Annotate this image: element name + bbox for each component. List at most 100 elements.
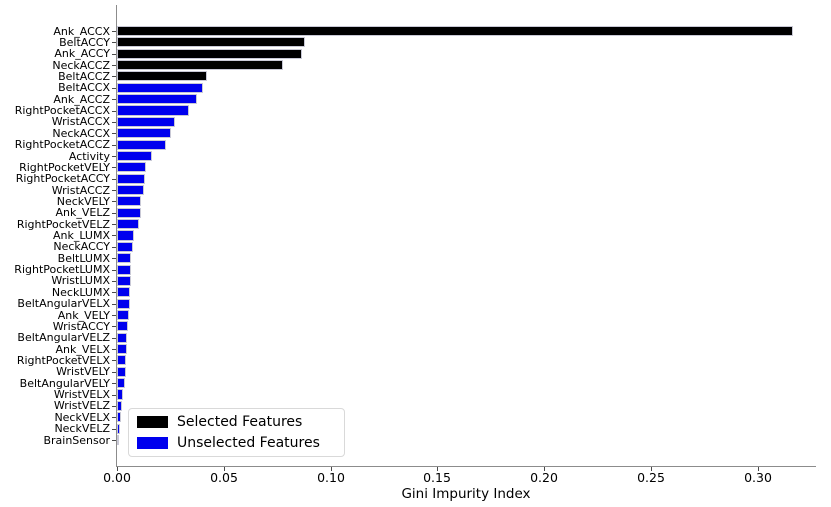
y-tick-mark bbox=[112, 145, 116, 146]
bar-WristVELZ bbox=[117, 400, 122, 411]
y-tick-label: Ank_VELZ bbox=[55, 206, 110, 220]
selected-features-swatch-icon bbox=[137, 416, 168, 428]
bar-NeckVELY bbox=[117, 196, 142, 207]
bar-NeckLUMX bbox=[117, 287, 131, 298]
y-tick-mark bbox=[112, 76, 116, 77]
bar-BeltLUMX bbox=[117, 253, 132, 264]
y-tick-mark bbox=[112, 65, 116, 66]
y-tick-mark bbox=[112, 417, 116, 418]
y-tick-label: BeltAngularVELY bbox=[19, 376, 110, 390]
bar-BeltAngularVELY bbox=[117, 378, 126, 389]
bar-RightPocketACCX bbox=[117, 105, 189, 116]
y-tick-label: Ank_ACCZ bbox=[53, 92, 110, 106]
y-tick-mark bbox=[112, 349, 116, 350]
y-tick-mark bbox=[112, 292, 116, 293]
y-tick-label: NeckVELZ bbox=[54, 422, 110, 436]
y-tick-mark bbox=[112, 54, 116, 55]
y-tick-label: RightPocketLUMX bbox=[14, 263, 110, 277]
bar-WristVELX bbox=[117, 389, 123, 400]
y-tick-mark bbox=[112, 156, 116, 157]
x-axis-spine bbox=[116, 466, 816, 467]
y-tick-label: WristACCX bbox=[51, 115, 110, 129]
y-tick-mark bbox=[112, 167, 116, 168]
y-tick-label: NeckACCY bbox=[53, 240, 110, 254]
y-tick-label: WristVELZ bbox=[53, 399, 110, 413]
bar-RightPocketVELZ bbox=[117, 219, 139, 230]
x-tick-label: 0.20 bbox=[530, 470, 558, 485]
bar-Ank_ACCZ bbox=[117, 94, 198, 105]
y-tick-mark bbox=[112, 258, 116, 259]
bar-Ank_VELY bbox=[117, 309, 129, 321]
legend-item-selected: Selected Features bbox=[137, 414, 336, 430]
bar-RightPocketVELX bbox=[117, 355, 126, 366]
bar-Ank_VELZ bbox=[117, 207, 141, 218]
y-tick-label: BeltACCZ bbox=[58, 69, 110, 83]
y-tick-label: BeltAngularVELZ bbox=[17, 331, 110, 345]
bar-RightPocketACCY bbox=[117, 173, 145, 184]
bar-NeckACCZ bbox=[117, 60, 284, 71]
x-tick-mark bbox=[544, 467, 545, 471]
bar-RightPocketVELY bbox=[117, 162, 146, 173]
x-tick-label: 0.10 bbox=[317, 470, 345, 485]
bar-BeltAngularVELZ bbox=[117, 332, 128, 343]
y-tick-label: RightPocketACCZ bbox=[14, 138, 110, 152]
y-tick-mark bbox=[112, 406, 116, 407]
bar-WristLUMX bbox=[117, 275, 131, 286]
x-tick-label: 0.05 bbox=[210, 470, 238, 485]
y-tick-mark bbox=[112, 42, 116, 43]
y-tick-mark bbox=[112, 122, 116, 123]
y-tick-label: NeckVELX bbox=[54, 410, 110, 424]
legend-item-unselected: Unselected Features bbox=[137, 435, 336, 451]
x-tick-label: 0.30 bbox=[744, 470, 772, 485]
bar-RightPocketLUMX bbox=[117, 264, 132, 275]
bar-BeltACCY bbox=[117, 37, 305, 48]
y-tick-label: WristLUMX bbox=[51, 274, 110, 288]
x-tick-mark bbox=[224, 467, 225, 471]
y-tick-mark bbox=[112, 315, 116, 316]
bar-RightPocketACCZ bbox=[117, 139, 166, 150]
y-tick-mark bbox=[112, 235, 116, 236]
y-tick-mark bbox=[112, 224, 116, 225]
y-tick-mark bbox=[112, 383, 116, 384]
y-tick-mark bbox=[112, 247, 116, 248]
y-tick-mark bbox=[112, 213, 116, 214]
legend-label-selected: Selected Features bbox=[177, 414, 303, 430]
y-tick-label: Ank_VELY bbox=[57, 308, 110, 322]
bar-Ank_ACCY bbox=[117, 48, 303, 59]
y-tick-label: WristACCY bbox=[52, 319, 110, 333]
y-tick-mark bbox=[112, 304, 116, 305]
x-tick-mark bbox=[331, 467, 332, 471]
y-tick-mark bbox=[112, 440, 116, 441]
y-tick-label: NeckVELY bbox=[56, 194, 110, 208]
y-tick-mark bbox=[112, 88, 116, 89]
bar-BrainSensor bbox=[117, 434, 119, 446]
x-tick-mark bbox=[758, 467, 759, 471]
y-tick-label: BeltACCX bbox=[58, 81, 110, 95]
y-tick-label: Ank_LUMX bbox=[52, 229, 110, 242]
bar-BeltAngularVELX bbox=[117, 298, 130, 309]
y-tick-mark bbox=[112, 31, 116, 32]
y-tick-label: RightPocketVELZ bbox=[16, 217, 110, 231]
y-tick-label: NeckACCX bbox=[52, 126, 110, 140]
bar-Ank_LUMX bbox=[117, 230, 135, 241]
y-tick-mark bbox=[112, 111, 116, 112]
x-tick-mark bbox=[651, 467, 652, 471]
bar-WristACCZ bbox=[117, 184, 145, 196]
y-tick-label: WristVELY bbox=[56, 365, 110, 379]
bar-WristVELY bbox=[117, 366, 126, 377]
x-tick-mark bbox=[117, 467, 118, 471]
y-tick-mark bbox=[112, 360, 116, 361]
y-tick-label: WristACCZ bbox=[51, 183, 110, 197]
y-tick-mark bbox=[112, 281, 116, 282]
y-tick-label: BeltLUMX bbox=[57, 251, 110, 265]
y-tick-mark bbox=[112, 133, 116, 134]
y-tick-mark bbox=[112, 338, 116, 339]
bar-Ank_VELX bbox=[117, 344, 127, 355]
y-tick-mark bbox=[112, 429, 116, 430]
y-tick-label: WristVELX bbox=[53, 388, 110, 401]
bar-Ank_ACCX bbox=[117, 25, 794, 37]
bar-BeltACCZ bbox=[117, 71, 208, 82]
y-axis-spine bbox=[116, 5, 117, 466]
bar-WristACCY bbox=[117, 321, 129, 332]
y-tick-mark bbox=[112, 99, 116, 100]
